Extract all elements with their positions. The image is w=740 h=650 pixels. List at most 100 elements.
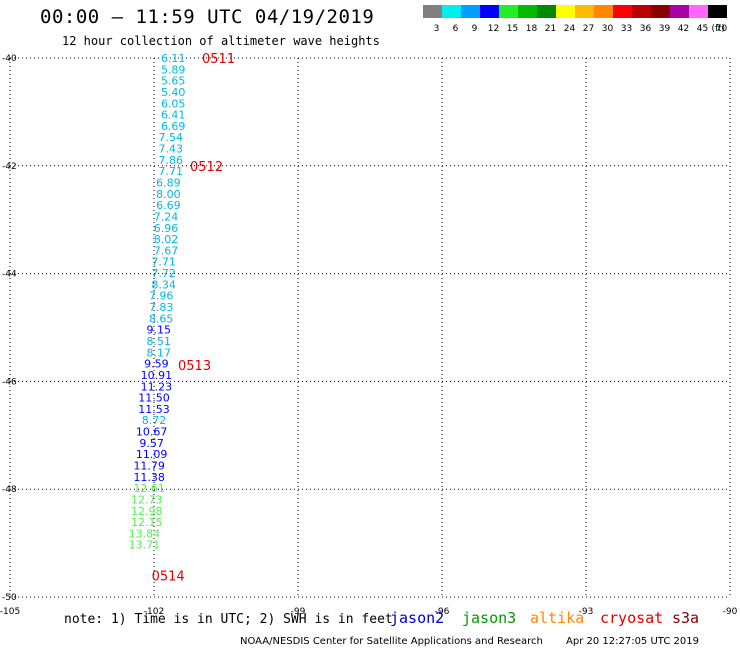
wave-height-value: 10.67 <box>136 426 168 439</box>
legend-threshold: 21 <box>545 24 556 34</box>
legend-swatch <box>594 5 613 18</box>
wave-height-value: 9.59 <box>144 358 169 371</box>
wave-height-value: 8.51 <box>147 335 172 348</box>
legend-swatch <box>708 5 727 18</box>
wave-height-value: 13.84 <box>129 527 161 540</box>
legend-threshold: 45 <box>697 24 708 34</box>
wave-height-value: 11.53 <box>138 403 170 416</box>
color-legend: 3 6 9 12 15 18 21 24 27 30 33 36 39 42 45 70(ft) <box>423 5 728 34</box>
legend-swatch <box>575 5 594 18</box>
legend-threshold: 33 <box>621 24 632 34</box>
wave-height-value: 7.71 <box>151 256 176 269</box>
chart-subtitle: 12 hour collection of altimeter wave hei… <box>62 34 380 48</box>
wave-height-value: 7.72 <box>151 267 176 280</box>
time-label: 0513 <box>178 359 211 374</box>
wave-height-value: 5.65 <box>161 75 186 88</box>
y-tick-label: -44 <box>2 270 17 280</box>
legend-threshold: 15 <box>507 24 518 34</box>
wave-height-value: 6.05 <box>161 97 186 110</box>
legend-swatch <box>689 5 708 18</box>
legend-swatch <box>537 5 556 18</box>
wave-height-value: 8.34 <box>151 278 176 291</box>
satellite-jason3: jason3 <box>462 609 517 627</box>
legend-threshold: 27 <box>583 24 594 34</box>
satellite-jason2: jason2 <box>390 609 445 627</box>
x-tick-label: -90 <box>723 607 738 617</box>
satellite-altika: altika <box>530 609 585 627</box>
legend-threshold: 36 <box>640 24 652 34</box>
wave-height-value: 7.54 <box>159 131 184 144</box>
y-tick-label: -50 <box>2 593 17 603</box>
wave-height-value: 7.86 <box>159 154 184 167</box>
legend-swatch <box>632 5 651 18</box>
legend-threshold: 24 <box>564 24 576 34</box>
wave-height-value: 6.69 <box>161 120 186 133</box>
legend-threshold: 42 <box>678 24 689 34</box>
wave-height-value: 7.71 <box>159 165 184 178</box>
legend-swatch <box>442 5 461 18</box>
wave-height-value: 6.96 <box>154 222 179 235</box>
legend-swatch <box>461 5 480 18</box>
wave-height-value: 8.72 <box>142 414 167 427</box>
wave-height-value: 6.41 <box>161 109 186 122</box>
time-label: 0514 <box>152 569 185 584</box>
time-label: 0511 <box>202 52 235 67</box>
legend-swatch <box>499 5 518 18</box>
legend-threshold: 12 <box>488 24 499 34</box>
wave-height-value: 8.02 <box>154 233 179 246</box>
wave-height-value: 12.61 <box>133 482 165 495</box>
legend-unit: (ft) <box>711 24 725 34</box>
legend-threshold: 6 <box>453 24 459 34</box>
legend-swatch <box>651 5 670 18</box>
wave-height-value: 5.89 <box>161 63 186 76</box>
legend-threshold: 39 <box>659 24 671 34</box>
wave-height-value: 11.09 <box>136 448 168 461</box>
wave-height-value: 6.89 <box>156 177 181 190</box>
wave-height-value: 7.67 <box>154 244 179 257</box>
legend-swatch <box>518 5 537 18</box>
legend-swatch <box>556 5 575 18</box>
wave-height-value: 9.57 <box>139 437 164 450</box>
satellite-cryosat: cryosat <box>600 609 664 627</box>
y-tick-label: -48 <box>2 485 17 495</box>
wave-height-value: 12.98 <box>131 505 163 518</box>
wave-height-value: 11.79 <box>133 459 165 472</box>
wave-height-value: 6.69 <box>156 199 181 212</box>
wave-height-value: 6.11 <box>161 52 186 65</box>
legend-threshold: 3 <box>434 24 440 34</box>
wave-height-value: 8.65 <box>149 312 174 325</box>
y-tick-label: -42 <box>2 162 17 172</box>
wave-height-value: 11.50 <box>138 392 170 405</box>
footer-timestamp: Apr 20 12:27:05 UTC 2019 <box>566 636 699 647</box>
wave-height-value: 11.23 <box>141 380 173 393</box>
y-tick-label: -46 <box>2 377 17 387</box>
legend-swatch <box>613 5 632 18</box>
units-note: note: 1) Time is in UTC; 2) SWH is in fe… <box>64 612 393 627</box>
wave-height-value: 7.43 <box>159 143 184 156</box>
wave-height-value: 8.17 <box>147 346 172 359</box>
time-label: 0512 <box>190 160 223 175</box>
wave-height-value: 9.15 <box>147 324 172 337</box>
wave-height-value: 7.96 <box>149 290 174 303</box>
y-tick-label: -40 <box>2 54 17 64</box>
wave-height-value: 7.24 <box>154 210 179 223</box>
wave-height-value: 10.91 <box>141 369 173 382</box>
wave-height-value: 7.83 <box>149 301 174 314</box>
wave-height-value: 12.15 <box>131 516 163 529</box>
legend-swatch <box>480 5 499 18</box>
chart-title: 00:00 – 11:59 UTC 04/19/2019 <box>40 6 375 28</box>
wave-height-value: 12.73 <box>131 493 163 506</box>
legend-swatch <box>423 5 442 18</box>
legend-threshold: 18 <box>526 24 538 34</box>
footer-credit: NOAA/NESDIS Center for Satellite Applica… <box>240 636 543 647</box>
satellite-s3a: s3a <box>672 609 700 627</box>
wave-height-value: 5.40 <box>161 86 186 99</box>
legend-threshold: 30 <box>602 24 614 34</box>
legend-threshold: 70 <box>716 24 728 34</box>
legend-threshold: 9 <box>472 24 478 34</box>
wave-height-value: 8.00 <box>156 188 181 201</box>
x-tick-label: -105 <box>0 607 20 617</box>
wave-height-value: 11.38 <box>133 471 165 484</box>
